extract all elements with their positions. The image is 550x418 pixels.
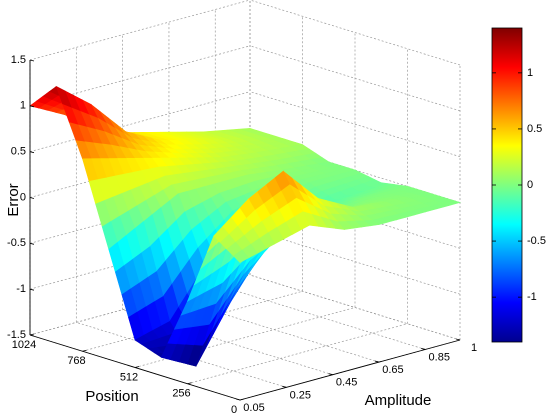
y-tick bbox=[421, 348, 426, 350]
colorbar-tick-label: 0 bbox=[527, 179, 533, 191]
x-axis-label: Position bbox=[85, 388, 138, 405]
x-tick bbox=[134, 366, 140, 368]
y-tick-label: 0.25 bbox=[290, 389, 311, 401]
grid-line bbox=[249, 274, 461, 341]
y-tick-label: 0.45 bbox=[336, 377, 357, 389]
grid-line bbox=[168, 296, 380, 363]
y-axis bbox=[239, 339, 461, 401]
z-tick-label: 1.5 bbox=[11, 54, 26, 66]
x-tick bbox=[239, 398, 245, 401]
z-tick-label: -1 bbox=[16, 283, 26, 295]
grid-line bbox=[249, 91, 461, 158]
z-tick bbox=[29, 288, 35, 291]
x-tick bbox=[82, 349, 87, 352]
grid-line bbox=[249, 0, 461, 66]
colorbar-tick-label: -0.5 bbox=[527, 235, 546, 247]
z-tick bbox=[29, 197, 35, 199]
x-tick-label: 256 bbox=[172, 388, 190, 400]
z-tick-label: -0.5 bbox=[7, 237, 26, 249]
z-tick bbox=[29, 242, 35, 245]
z-tick-label: 0 bbox=[20, 191, 26, 203]
colorbar bbox=[491, 27, 523, 343]
y-tick-label: 0.65 bbox=[382, 364, 403, 376]
z-tick-label: 1 bbox=[20, 100, 26, 112]
y-tick bbox=[374, 360, 380, 363]
z-tick bbox=[29, 59, 35, 62]
y-tick-label: 0.05 bbox=[243, 402, 264, 414]
axes: 0 256 512 768 1024 0.05 0.25 0.45 0.65 0.85 1 -1.5 -… bbox=[7, 54, 477, 416]
z-tick bbox=[29, 105, 35, 108]
x-tick-label: 768 bbox=[67, 355, 85, 367]
grid-line bbox=[215, 284, 426, 350]
colorbar-tick-label: -1 bbox=[527, 291, 537, 303]
colorbar-tick-label: 0.5 bbox=[527, 123, 542, 135]
surface-patch bbox=[232, 249, 250, 263]
z-tick bbox=[29, 334, 35, 337]
colorbar-tick-label: 1 bbox=[527, 67, 533, 79]
x-tick-label: 1024 bbox=[12, 339, 36, 351]
x-tick-label: 512 bbox=[120, 371, 138, 383]
grid-line bbox=[29, 0, 251, 61]
z-axis-label: Error bbox=[5, 183, 22, 216]
y-tick bbox=[455, 338, 461, 341]
y-axis-label: Amplitude bbox=[365, 392, 432, 409]
grid-line bbox=[249, 228, 461, 295]
z-tick-label: -1.5 bbox=[7, 329, 26, 341]
y-tick bbox=[328, 373, 333, 376]
surface bbox=[29, 85, 462, 367]
y-tick-label: 0.85 bbox=[429, 351, 450, 363]
y-tick bbox=[282, 385, 287, 388]
grid-line bbox=[122, 309, 333, 376]
grid-line bbox=[187, 323, 408, 385]
y-tick bbox=[235, 398, 241, 401]
y-tick-label: 1 bbox=[471, 342, 477, 354]
grid-line bbox=[249, 45, 461, 112]
x-tick-label: 0 bbox=[231, 404, 237, 416]
z-tick-label: 0.5 bbox=[11, 146, 26, 158]
z-tick bbox=[29, 151, 35, 154]
x-tick bbox=[187, 382, 192, 385]
